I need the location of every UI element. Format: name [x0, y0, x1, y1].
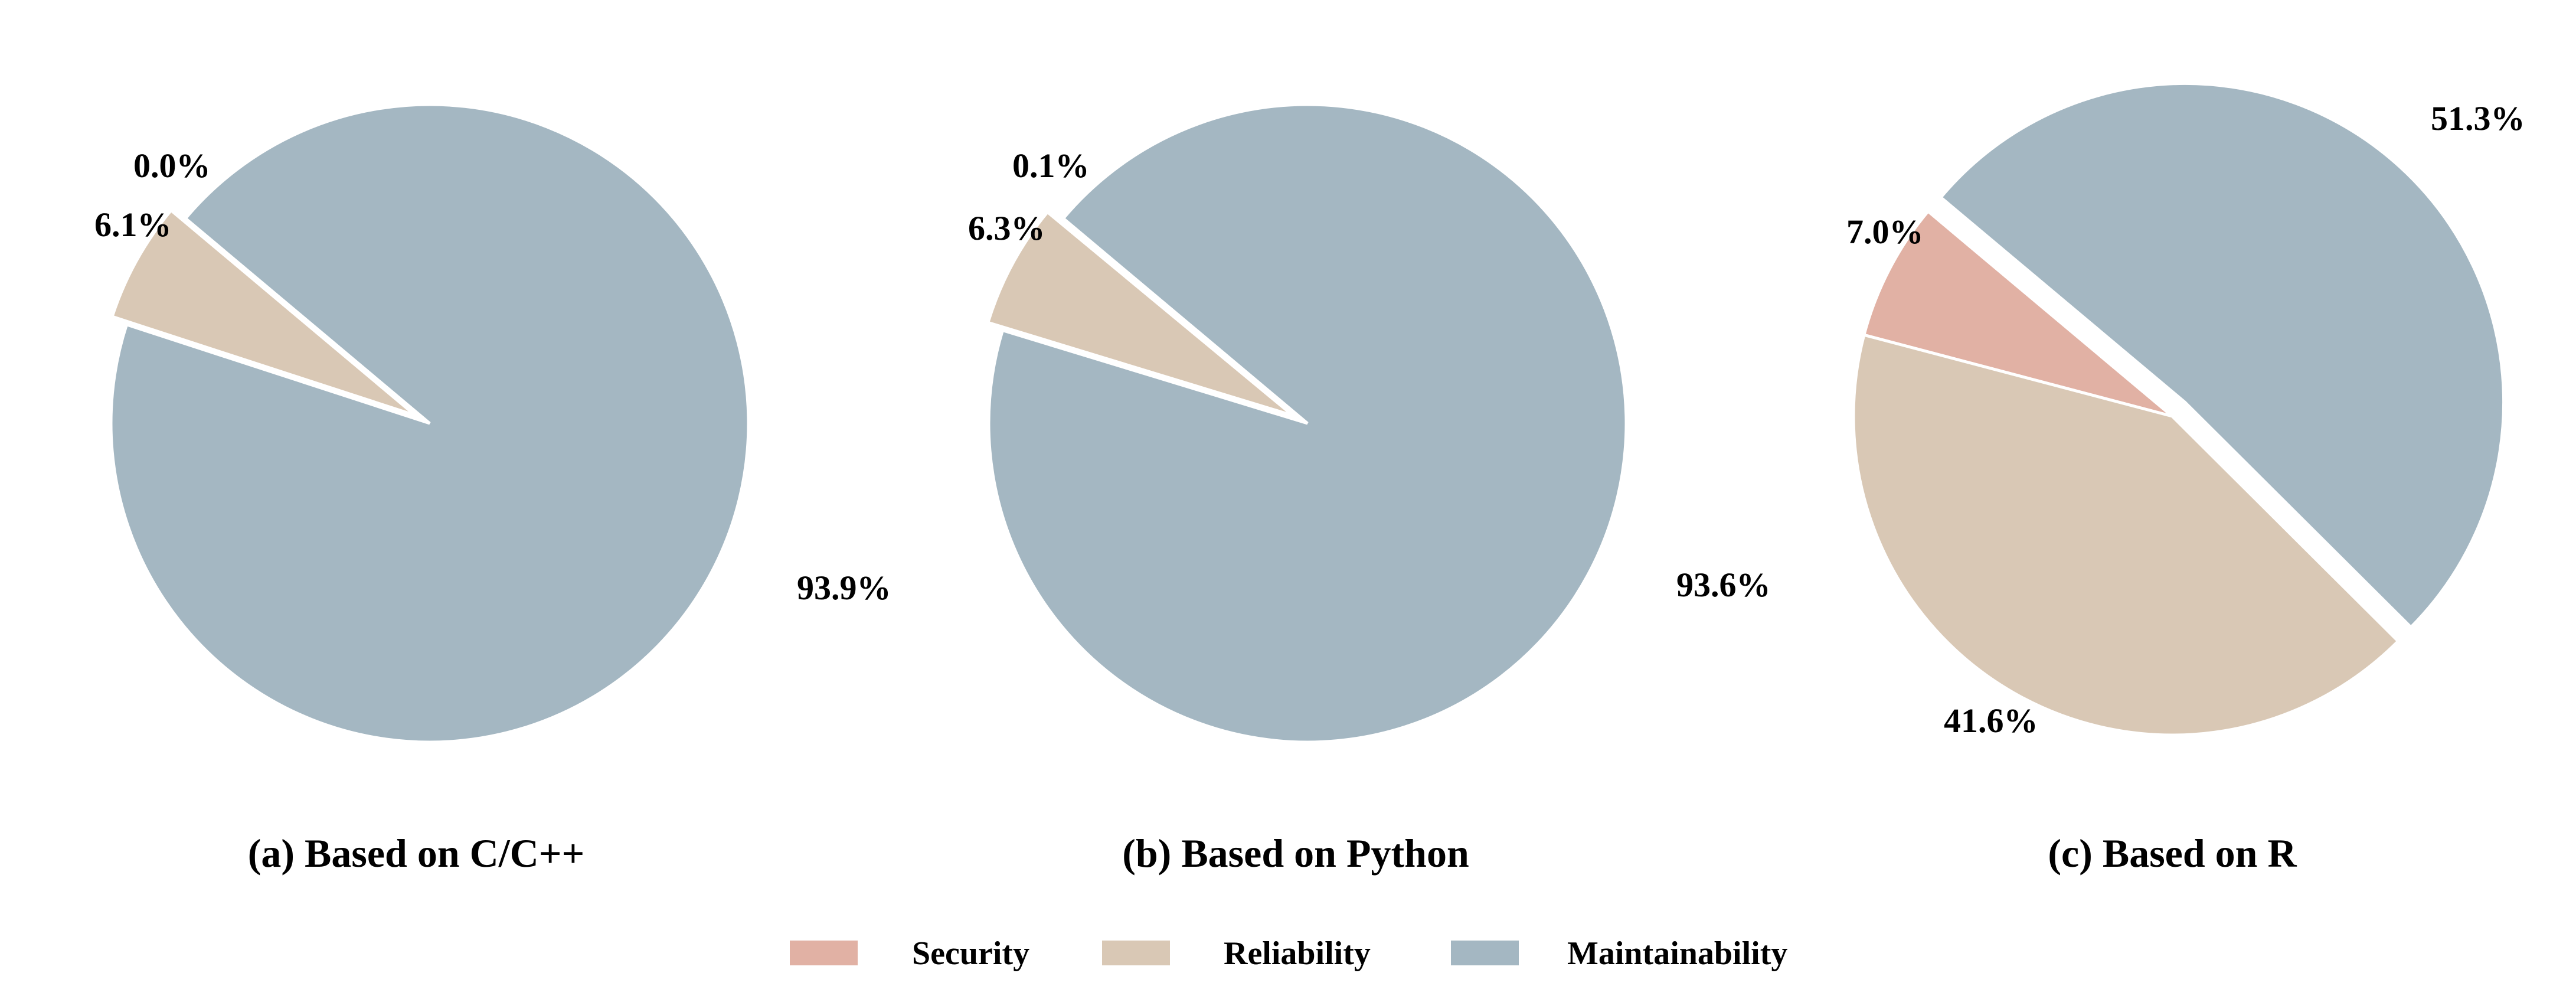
legend-item-maintainability: Maintainability: [1451, 935, 1787, 972]
pie-3-slice-security: [1862, 209, 2173, 418]
pie-charts: 0.0% 6.1% 93.9% (a) Based on C/C++ 0.1% 6.3% 9…: [94, 81, 2525, 876]
pie-2-label-reliability: 6.3%: [968, 209, 1045, 247]
pie-2-caption: (b) Based on Python: [1122, 831, 1469, 876]
pie-1-label-reliability: 6.1%: [94, 205, 172, 244]
pie-1-slice-reliability: [110, 208, 417, 417]
pie-chart-3: 7.0% 41.6% 51.3% (c) Based on R: [1846, 81, 2525, 876]
pie-2-slice-reliability: [986, 210, 1294, 417]
pie-chart-1: 0.0% 6.1% 93.9% (a) Based on C/C++: [94, 103, 891, 876]
legend-item-security: Security: [790, 935, 1029, 972]
legend-swatch-reliability: [1102, 941, 1170, 965]
legend-label-security: Security: [912, 935, 1029, 972]
pie-1-label-security: 0.0%: [133, 146, 211, 185]
pie-1-label-maintainability: 93.9%: [797, 569, 891, 607]
pie-3-slice-maintainability: [1938, 81, 2506, 629]
pie-3-label-maintainability: 51.3%: [2431, 99, 2525, 138]
pie-chart-2: 0.1% 6.3% 93.6% (b) Based on Python: [968, 103, 1771, 876]
legend-swatch-security: [790, 941, 858, 965]
pie-2-label-maintainability: 93.6%: [1676, 566, 1771, 604]
pie-3-caption: (c) Based on R: [2048, 831, 2297, 876]
pie-2-slice-maintainability: [987, 103, 1628, 744]
legend: Security Reliability Maintainability: [790, 935, 1787, 972]
pie-1-caption: (a) Based on C/C++: [248, 831, 585, 876]
pie-3-slice-reliability: [1852, 333, 2401, 737]
legend-label-reliability: Reliability: [1224, 935, 1371, 972]
legend-swatch-maintainability: [1451, 941, 1519, 965]
pie-3-label-security: 7.0%: [1846, 213, 1924, 251]
pie-3-label-reliability: 41.6%: [1944, 701, 2038, 740]
legend-item-reliability: Reliability: [1102, 935, 1371, 972]
legend-label-maintainability: Maintainability: [1567, 935, 1787, 972]
pie-1-slice-maintainability: [109, 103, 750, 744]
pie-2-label-security: 0.1%: [1012, 146, 1090, 185]
